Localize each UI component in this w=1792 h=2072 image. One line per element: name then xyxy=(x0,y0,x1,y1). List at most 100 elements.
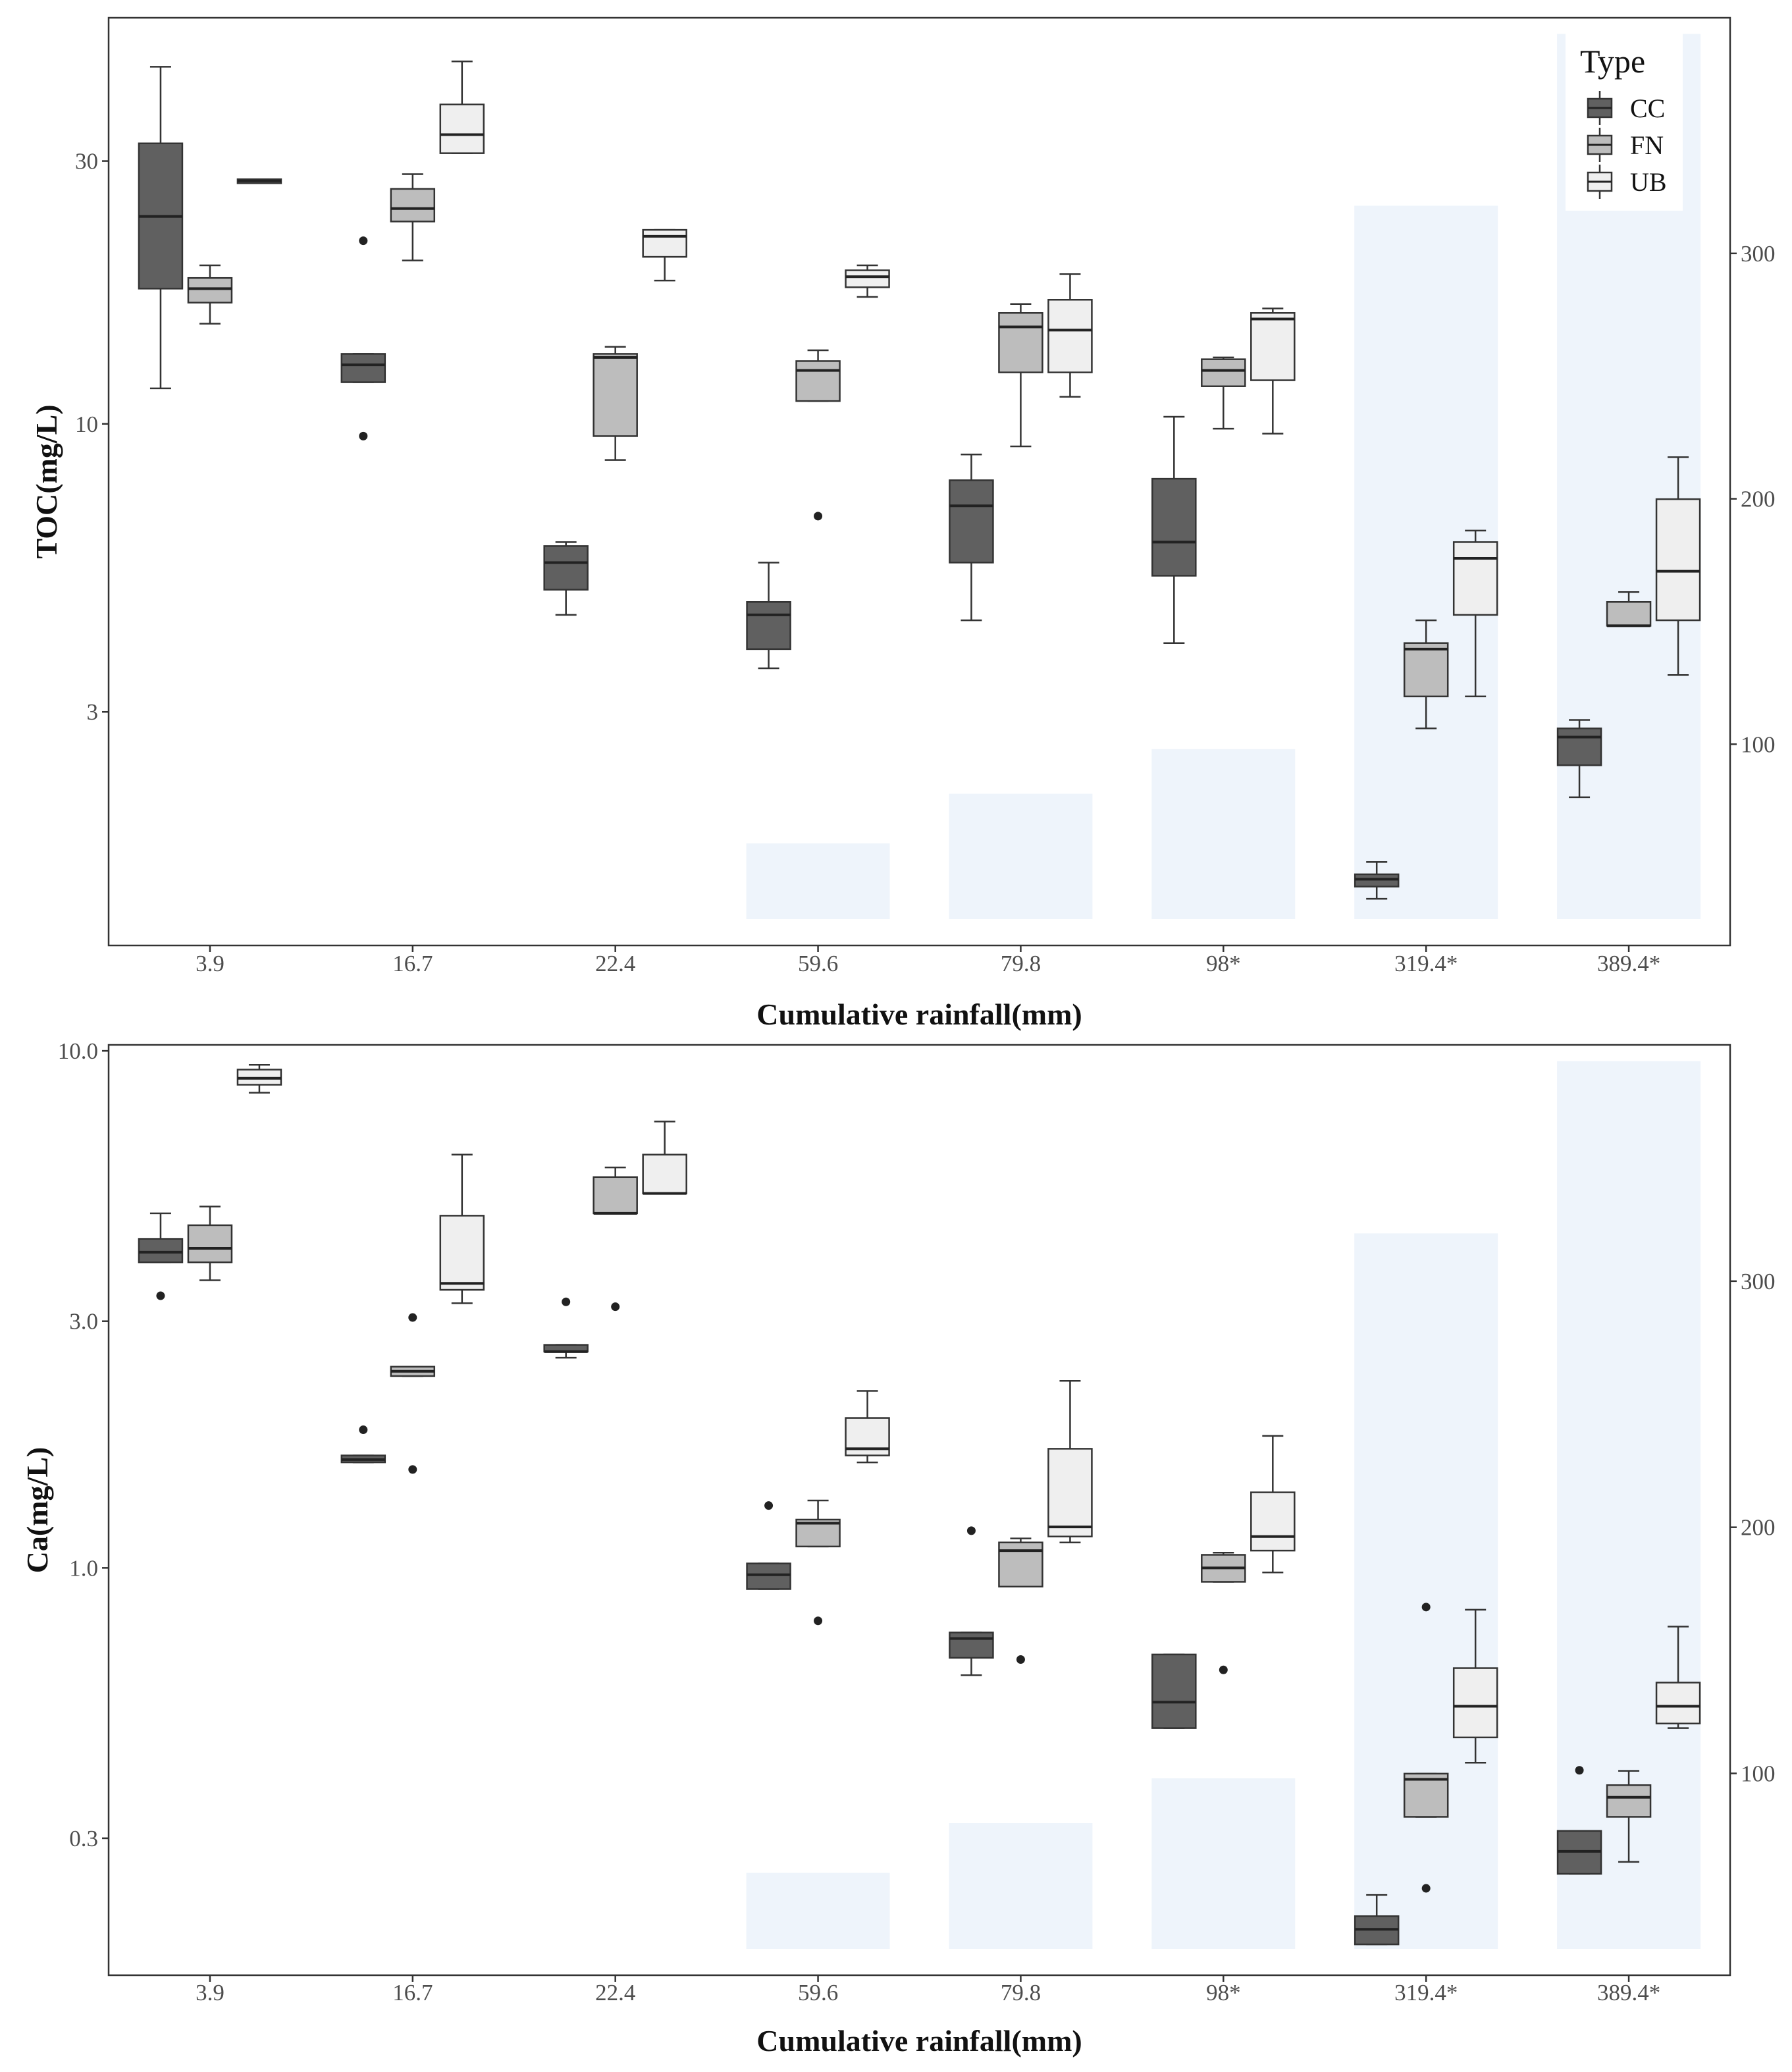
outlier-point xyxy=(1219,1665,1228,1674)
x-axis-title: Cumulative rainfall(mm) xyxy=(756,2024,1082,2058)
outlier-point xyxy=(408,1465,417,1474)
box-body xyxy=(998,1541,1043,1588)
box-body xyxy=(187,277,233,304)
box-FN-2 xyxy=(593,1166,638,1312)
box-UB-4 xyxy=(1047,1380,1093,1543)
y-tick-label: 1.0 xyxy=(69,1555,98,1581)
box-body xyxy=(1250,1491,1296,1552)
x-tick-label: 16.7 xyxy=(392,951,433,976)
box-body xyxy=(795,360,841,402)
box-UB-7 xyxy=(1655,1626,1701,1729)
box-body xyxy=(1250,312,1296,381)
y-axis-title: Ca(mg/L) xyxy=(20,1447,54,1574)
outlier-point xyxy=(966,1526,976,1535)
box-FN-5 xyxy=(1201,356,1246,430)
box-body xyxy=(1452,541,1498,616)
box-UB-2 xyxy=(642,1121,687,1195)
box-body xyxy=(746,601,791,651)
rainfall-bar xyxy=(949,1822,1093,1949)
y-tick-label: 30 xyxy=(75,149,98,174)
x-tick-label: 79.8 xyxy=(1001,1980,1041,2006)
x-axis-title: Cumulative rainfall(mm) xyxy=(756,997,1082,1031)
box-FN-1 xyxy=(390,1313,436,1474)
rainfall-bar xyxy=(1151,1778,1296,1949)
box-FN-0 xyxy=(187,1206,233,1281)
legend-key-CC xyxy=(1587,91,1613,125)
outlier-point xyxy=(814,512,823,521)
box-CC-6 xyxy=(1354,1894,1400,1946)
outlier-point xyxy=(408,1313,417,1322)
box-body xyxy=(1201,358,1246,387)
rainfall-bar xyxy=(746,843,890,919)
box-body xyxy=(593,353,638,437)
box-FN-4 xyxy=(998,1537,1043,1664)
box-body xyxy=(1452,1667,1498,1739)
box-CC-7 xyxy=(1556,1766,1602,1875)
plot-frame xyxy=(107,1044,1731,1977)
box-UB-6 xyxy=(1452,529,1498,698)
box-FN-3 xyxy=(795,349,841,521)
box-FN-6 xyxy=(1403,619,1449,730)
outlier-point xyxy=(814,1616,823,1626)
y-tick-label: 3 xyxy=(87,699,99,725)
x-tick-label: 319.4* xyxy=(1394,951,1458,976)
box-UB-1 xyxy=(439,60,485,154)
box-CC-6 xyxy=(1354,861,1400,900)
y-tick-label: 0.3 xyxy=(69,1826,98,1851)
x-tick-label: 3.9 xyxy=(196,951,224,976)
rainfall-bar xyxy=(1354,1233,1498,1949)
rainfall-tick-label: 200 xyxy=(1741,487,1776,512)
x-tick-label: 22.4 xyxy=(595,951,635,976)
rainfall-tick-label: 100 xyxy=(1741,1761,1776,1786)
box-UB-0 xyxy=(236,178,282,184)
box-FN-6 xyxy=(1403,1603,1449,1893)
x-tick-label: 98* xyxy=(1206,951,1241,976)
rainfall-tick-label: 100 xyxy=(1741,731,1776,757)
box-FN-1 xyxy=(390,173,436,261)
x-tick-label: 16.7 xyxy=(392,1980,433,2006)
box-UB-6 xyxy=(1452,1608,1498,1764)
box-CC-4 xyxy=(949,453,994,622)
box-UB-2 xyxy=(642,228,687,282)
legend-label-UB: UB xyxy=(1630,167,1667,197)
legend-background xyxy=(1566,33,1683,211)
outlier-point xyxy=(1421,1603,1431,1612)
outlier-point xyxy=(562,1297,571,1306)
y-axis-title: TOC(mg/L) xyxy=(30,404,63,558)
box-body xyxy=(642,228,687,258)
box-CC-1 xyxy=(340,1425,386,1464)
box-CC-3 xyxy=(746,1501,791,1590)
outlier-point xyxy=(764,1501,774,1510)
outlier-point xyxy=(359,431,368,440)
box-FN-0 xyxy=(187,264,233,325)
x-tick-label: 389.4* xyxy=(1597,1980,1660,2006)
outlier-point xyxy=(156,1291,165,1300)
x-tick-label: 59.6 xyxy=(798,1980,838,2006)
box-body xyxy=(845,269,890,288)
outlier-point xyxy=(359,1425,368,1435)
box-body xyxy=(1047,299,1093,373)
box-body xyxy=(138,1238,184,1263)
rainfall-bar xyxy=(949,793,1093,919)
box-body xyxy=(1655,498,1701,622)
box-CC-2 xyxy=(543,1297,589,1359)
box-body xyxy=(340,353,386,383)
legend-key-UB xyxy=(1587,165,1613,199)
box-UB-5 xyxy=(1250,1435,1296,1574)
box-body xyxy=(1556,728,1602,766)
rainfall-tick-label: 300 xyxy=(1741,241,1776,267)
x-tick-label: 79.8 xyxy=(1001,951,1041,976)
box-body xyxy=(187,1224,233,1263)
box-FN-2 xyxy=(593,346,638,461)
box-body xyxy=(998,312,1043,373)
box-body xyxy=(642,1154,687,1194)
box-body xyxy=(543,545,589,591)
chart-panel-1: 3 10 30 100 200 300 3.9 16.7 22.4 59.6 79.8 98* 319.… xyxy=(30,16,1776,1031)
x-tick-label: 59.6 xyxy=(798,951,838,976)
box-body xyxy=(1606,1784,1652,1818)
legend-title: Type xyxy=(1580,43,1645,80)
box-body xyxy=(949,1632,994,1659)
box-body xyxy=(1403,642,1449,698)
box-body xyxy=(1151,477,1197,577)
